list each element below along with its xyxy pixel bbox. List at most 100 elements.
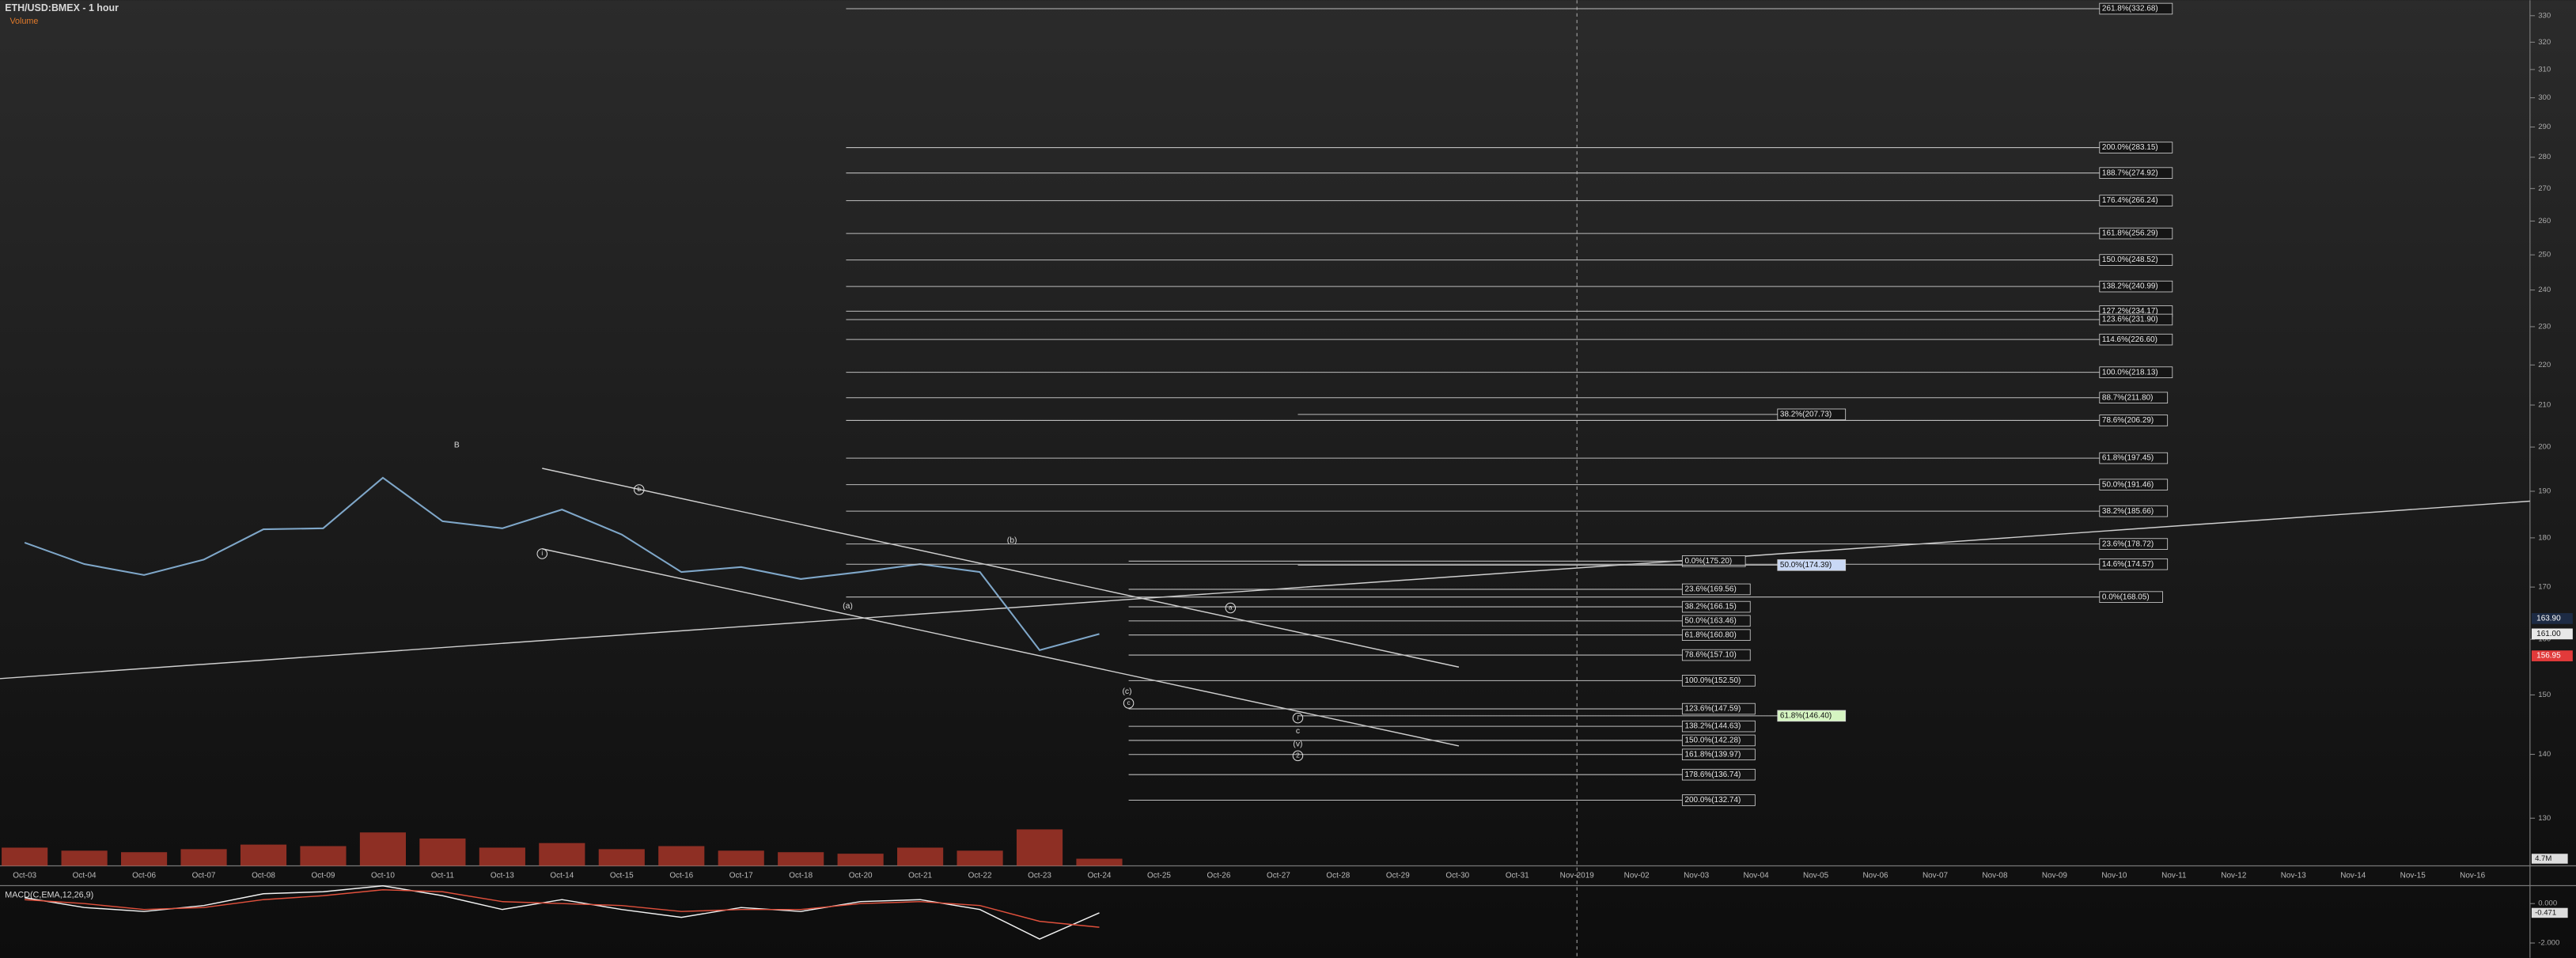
fib-label: 188.7%(274.92) <box>2102 169 2158 177</box>
fib-label-box <box>2099 558 2169 570</box>
macd-title: MACD(C,EMA,12,26,9) <box>5 891 93 900</box>
macd-value-box <box>2531 907 2568 918</box>
fib-label-box <box>1681 583 1751 596</box>
volume-bar <box>718 850 764 866</box>
wave-label: B <box>454 441 460 450</box>
volume-bar <box>240 844 287 866</box>
fib-label: 61.8%(197.45) <box>2102 454 2154 463</box>
x-tick-label: Oct-07 <box>192 872 216 880</box>
fib-label: 123.6%(147.59) <box>1684 705 1741 714</box>
x-tick-label: Oct-13 <box>491 872 514 880</box>
fib-label-box <box>2099 538 2169 550</box>
x-tick-label: Nov-03 <box>1684 872 1710 880</box>
fib-label-box <box>2099 591 2163 603</box>
volume-bar <box>1076 858 1123 866</box>
fib-label-box <box>2099 366 2173 378</box>
fib-label-box <box>2099 333 2173 346</box>
price-label: 156.95 <box>2536 652 2561 661</box>
wave-label: (b) <box>1007 536 1017 545</box>
y-tick-label: 170 <box>2538 583 2551 592</box>
fib-label-box <box>1681 734 1756 747</box>
wave-circle <box>536 548 548 559</box>
x-tick-label: Nov-07 <box>1923 872 1949 880</box>
y-tick-label: 200 <box>2538 443 2551 452</box>
fib-label: 0.0%(168.05) <box>2102 593 2150 601</box>
fib-label-box <box>1681 768 1756 781</box>
wave-label: b <box>637 485 641 493</box>
macd-tick-label: -2.000 <box>2538 939 2559 948</box>
volume-bar <box>359 832 407 866</box>
trend-line <box>542 548 1460 747</box>
fib-label: 178.6%(136.74) <box>1684 771 1741 779</box>
fib-label: 88.7%(211.80) <box>2102 393 2154 402</box>
fib-label: 161.8%(139.97) <box>1684 750 1741 759</box>
volume-bar <box>2 847 48 866</box>
fib-label-box <box>2099 313 2173 326</box>
wave-circle <box>1292 712 1304 724</box>
wave-label: c <box>1296 727 1300 736</box>
y-tick-label: 240 <box>2538 286 2551 294</box>
price-label: 163.90 <box>2536 615 2561 623</box>
fib-label-box <box>1681 615 1751 627</box>
volume-bar <box>658 846 705 866</box>
y-tick-label: 230 <box>2538 322 2551 331</box>
fib-label-box <box>2099 392 2169 403</box>
trend-line <box>0 500 2530 680</box>
fib-label-box <box>2099 415 2169 426</box>
x-tick-label: Oct-28 <box>1326 872 1350 880</box>
fib-label: 61.8%(160.80) <box>1684 630 1736 639</box>
fib-label-box <box>2099 254 2173 266</box>
x-tick-label: Nov-08 <box>1982 872 2008 880</box>
fib-label: 114.6%(226.60) <box>2102 335 2157 344</box>
volume-bar <box>300 846 347 866</box>
y-tick-label: 210 <box>2538 401 2551 410</box>
y-tick-label: 280 <box>2538 153 2551 161</box>
y-tick-label: 310 <box>2538 65 2551 74</box>
fib-label: 61.8%(146.40) <box>1780 711 1832 720</box>
volume-bar <box>598 849 645 866</box>
fib-label: 78.6%(157.10) <box>1684 651 1736 660</box>
x-tick-label: Nov-11 <box>2161 872 2187 880</box>
volume-value-label: 4.7M <box>2535 854 2551 863</box>
volume-bar <box>479 847 525 866</box>
y-tick-label: 260 <box>2538 217 2551 225</box>
wave-label: (a) <box>843 602 853 611</box>
fib-label-box <box>2099 505 2169 517</box>
fib-label: 138.2%(144.63) <box>1684 722 1741 731</box>
x-tick-label: Nov-02 <box>1624 872 1650 880</box>
fib-label-box <box>2099 142 2173 153</box>
volume-bar <box>837 854 884 866</box>
wave-label: (c) <box>1122 687 1131 696</box>
x-tick-label: Oct-31 <box>1506 872 1529 880</box>
x-tick-label: Oct-21 <box>908 872 932 880</box>
x-tick-label: Oct-14 <box>550 872 574 880</box>
fib-label: 38.2%(166.15) <box>1684 603 1736 612</box>
volume-bar <box>61 850 108 866</box>
wave-label: 2 <box>1296 752 1300 759</box>
volume-bar <box>419 838 466 866</box>
x-tick-label: Nov-09 <box>2042 872 2068 880</box>
fib-label-box <box>1681 629 1751 641</box>
fib-label: 161.8%(256.29) <box>2102 229 2158 238</box>
volume-bar <box>1016 829 1063 866</box>
fib-label: 150.0%(248.52) <box>2102 256 2158 264</box>
fib-label-box <box>1681 794 1756 806</box>
wave-label: (v) <box>1293 740 1302 749</box>
fib-label: 138.2%(240.99) <box>2102 282 2158 291</box>
y-tick-label: 190 <box>2538 487 2551 496</box>
fib-label: 100.0%(152.50) <box>1684 676 1741 685</box>
fib-label-box <box>2099 452 2169 464</box>
y-tick-label: 250 <box>2538 251 2551 259</box>
fib-label: 50.0%(191.46) <box>2102 480 2154 489</box>
x-tick-label: Nov-12 <box>2221 872 2247 880</box>
wave-circle <box>1123 698 1135 709</box>
volume-bar <box>957 850 1003 866</box>
fib-label-box <box>1777 559 1847 571</box>
y-tick-label: 140 <box>2538 750 2551 759</box>
y-tick-label: 150 <box>2538 691 2551 699</box>
macd-tick-label: 0.000 <box>2538 899 2557 908</box>
x-tick-label: Oct-04 <box>73 872 97 880</box>
wave-label: c <box>1127 699 1130 706</box>
fib-label: 200.0%(283.15) <box>2102 143 2158 152</box>
x-tick-label: Nov-2019 <box>1560 872 1595 880</box>
